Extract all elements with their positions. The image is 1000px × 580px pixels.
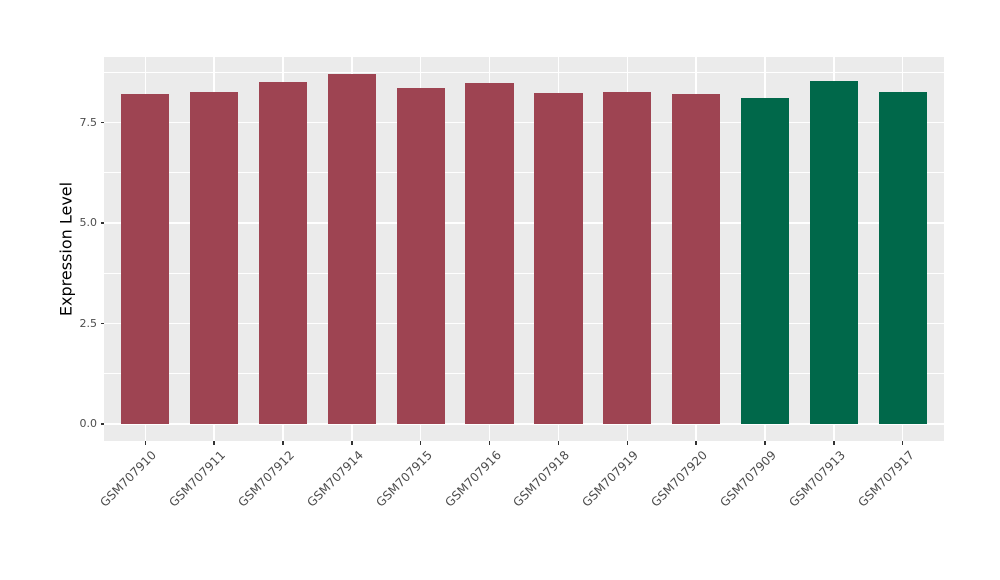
x-tick-label: GSM707909 [717,448,779,510]
x-tick-mark [213,441,215,445]
bar [190,92,239,425]
x-tick-label: GSM707918 [510,448,573,510]
x-tick-mark [626,441,629,445]
y-tick-label: 5.0 [79,216,98,230]
x-tick-label: GSM707912 [235,448,297,510]
bar [672,93,721,425]
y-tick-label: 0.0 [79,417,98,431]
x-tick-label: GSM707916 [441,448,504,510]
x-tick-mark [695,441,697,445]
x-tick-label: GSM707913 [786,448,848,510]
minor-gridline [104,272,944,274]
plot-panel [104,57,944,441]
x-tick-mark [764,441,766,445]
x-tick-mark [419,441,422,445]
minor-gridline [104,71,944,73]
bar [809,81,858,425]
x-tick-mark [488,441,491,445]
major-gridline [104,423,944,425]
bar [396,88,445,425]
x-tick-mark [144,441,147,445]
y-tick-mark [100,121,104,124]
x-tick-label: GSM707917 [855,448,917,510]
y-tick-label: 7.5 [79,115,98,129]
bar [878,92,927,425]
bar [534,93,583,425]
y-tick-mark [100,423,104,425]
minor-gridline [104,172,944,174]
x-tick-mark [833,441,835,445]
x-tick-label: GSM707911 [166,448,229,510]
x-tick-label: GSM707915 [373,448,435,510]
bar [465,82,514,425]
major-gridline [104,322,944,325]
bar [327,74,376,425]
x-tick-label: GSM707914 [304,448,366,510]
bar [258,81,308,425]
x-tick-label: GSM707910 [97,448,160,510]
bar [740,98,790,425]
bar [121,94,170,425]
bar [603,91,652,425]
x-tick-mark [282,441,284,445]
y-tick-mark [100,322,104,325]
major-gridline [104,222,944,224]
y-tick-label: 2.5 [79,316,98,330]
x-tick-mark [901,441,904,445]
minor-gridline [104,373,944,375]
x-tick-label: GSM707920 [648,448,711,510]
x-tick-mark [557,441,560,445]
y-tick-mark [100,222,104,224]
x-tick-mark [351,441,353,445]
major-gridline [104,121,944,124]
y-axis-title: Expression Level [56,181,76,317]
x-tick-label: GSM707919 [579,448,642,510]
